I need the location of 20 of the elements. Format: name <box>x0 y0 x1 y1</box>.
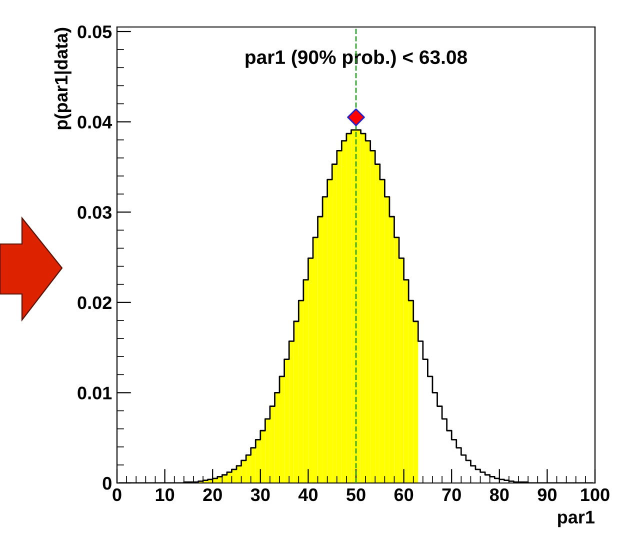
x-tick-label: 20 <box>203 488 222 502</box>
x-tick-label: 30 <box>250 488 270 502</box>
y-tick-label: 0 <box>102 476 112 490</box>
x-tick-label: 0 <box>112 488 122 502</box>
y-tick-label: 0.05 <box>78 25 112 38</box>
y-tick-label: 0.01 <box>78 386 112 400</box>
y-axis-title: p(par1|data) <box>54 28 72 130</box>
x-tick-label: 50 <box>346 488 366 502</box>
x-tick-label: 100 <box>581 488 610 502</box>
x-tick-label: 60 <box>394 488 414 502</box>
x-axis-title: par1 <box>558 510 594 528</box>
x-tick-label: 70 <box>442 488 461 502</box>
text: par1 (90% prob.) < 63.08 <box>246 50 467 68</box>
y-tick-label: 0.04 <box>78 116 112 129</box>
x-tick-label: 80 <box>490 488 509 502</box>
x-tick-label: 90 <box>538 488 557 502</box>
y-tick-label: 0.03 <box>78 206 112 219</box>
y-tick-label: 0.02 <box>78 296 112 310</box>
x-tick-label: 40 <box>298 488 318 502</box>
x-tick-label: 10 <box>156 488 174 502</box>
